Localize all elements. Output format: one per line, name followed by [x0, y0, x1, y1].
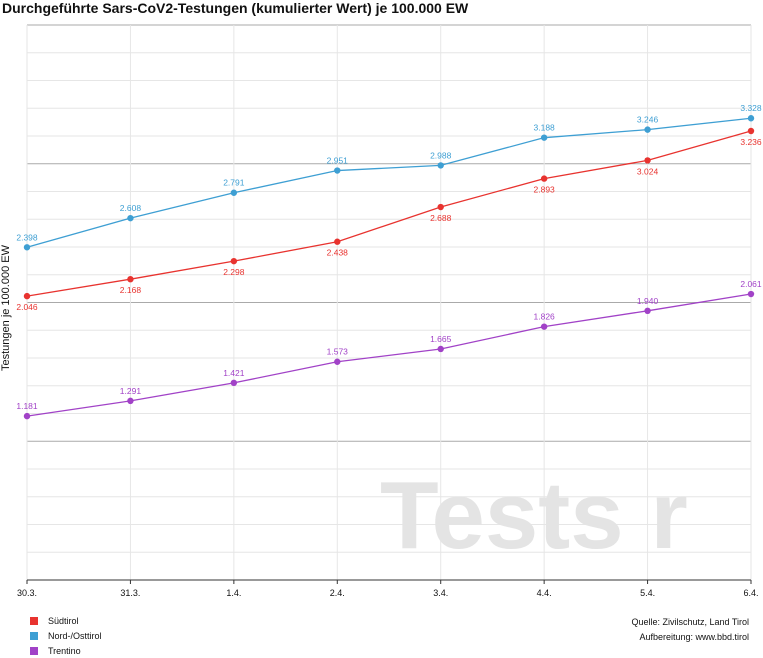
data-label: 2.688 — [430, 213, 452, 223]
legend-item: Südtirol — [30, 613, 102, 628]
data-point — [23, 244, 31, 251]
data-label: 2.988 — [430, 150, 452, 160]
legend-label: Südtirol — [48, 615, 79, 626]
legend-label: Nord-/Osttirol — [48, 630, 102, 641]
chart-title: Durchgeführte Sars-CoV2-Testungen (kumul… — [2, 0, 469, 16]
x-tick-label: 4.4. — [537, 588, 552, 598]
legend-swatch — [30, 631, 38, 640]
data-point — [334, 167, 341, 174]
data-point — [127, 397, 134, 405]
data-point — [127, 275, 134, 283]
data-label: 3.236 — [740, 137, 762, 147]
data-label: 1.181 — [16, 401, 38, 411]
legend-item: Trentino — [30, 643, 102, 658]
credit-line: Aufbereitung: www.bbd.tirol — [639, 632, 749, 642]
x-tick-label: 2.4. — [330, 588, 345, 598]
data-label: 3.246 — [637, 115, 659, 125]
data-point — [23, 412, 31, 420]
legend: Südtirol Nord-/Osttirol Trentino — [30, 613, 102, 658]
data-point — [644, 126, 651, 133]
data-point — [230, 189, 238, 196]
data-point — [334, 358, 341, 365]
data-label: 3.188 — [534, 123, 556, 133]
x-tick-label: 30.3. — [17, 588, 37, 598]
data-label: 2.893 — [534, 185, 556, 195]
data-point — [540, 323, 548, 330]
data-point — [334, 238, 341, 245]
legend-swatch — [30, 616, 38, 625]
x-ticks: 30.3. 31.3. 1.4. 2.4. 3.4. 4.4. 5.4. 6.4. — [17, 580, 759, 598]
watermark: Tests r — [380, 462, 688, 569]
data-label: 2.061 — [740, 279, 762, 289]
data-label: 2.438 — [327, 248, 349, 258]
data-point — [540, 175, 548, 182]
data-point — [644, 157, 651, 164]
data-point — [230, 379, 238, 387]
series-line — [26, 130, 752, 297]
series-lines — [26, 117, 752, 417]
data-points — [23, 115, 755, 420]
data-label: 2.298 — [223, 267, 245, 277]
data-point — [540, 134, 548, 141]
data-point — [747, 290, 755, 298]
data-label: 2.398 — [16, 232, 38, 242]
source-note: Quelle: Zivilschutz, Land Tirol Aufberei… — [631, 615, 749, 645]
data-point — [437, 345, 444, 353]
data-label: 3.024 — [637, 166, 659, 176]
data-label: 2.608 — [120, 203, 142, 213]
series-line — [26, 117, 752, 248]
data-label: 3.328 — [740, 103, 762, 113]
data-point — [437, 162, 444, 169]
legend-label: Trentino — [48, 645, 81, 656]
data-point — [230, 257, 238, 265]
data-label: 1.573 — [327, 347, 349, 357]
x-tick-label: 6.4. — [743, 588, 758, 598]
data-point — [437, 203, 444, 211]
source-line: Quelle: Zivilschutz, Land Tirol — [631, 617, 749, 627]
series-line — [26, 293, 752, 417]
x-tick-label: 31.3. — [120, 588, 140, 598]
data-label: 1.940 — [637, 296, 659, 306]
data-label: 2.791 — [223, 178, 245, 188]
x-tick-label: 3.4. — [433, 588, 448, 598]
data-label: 1.665 — [430, 334, 452, 344]
data-label: 2.168 — [120, 285, 142, 295]
data-label: 2.046 — [16, 302, 38, 312]
data-point — [23, 292, 31, 300]
x-tick-label: 1.4. — [226, 588, 241, 598]
data-point — [644, 307, 651, 315]
data-label: 2.951 — [327, 156, 349, 166]
data-point — [747, 115, 755, 122]
data-point — [127, 214, 134, 222]
legend-item: Nord-/Osttirol — [30, 628, 102, 643]
data-label: 1.291 — [120, 386, 142, 396]
data-label: 1.421 — [223, 368, 245, 378]
x-tick-label: 5.4. — [640, 588, 655, 598]
data-point — [747, 127, 755, 135]
legend-swatch — [30, 646, 38, 655]
data-labels: 2.046 2.168 2.298 2.438 2.688 2.893 3.024 3.236… — [16, 103, 762, 411]
data-label: 1.826 — [534, 312, 556, 322]
